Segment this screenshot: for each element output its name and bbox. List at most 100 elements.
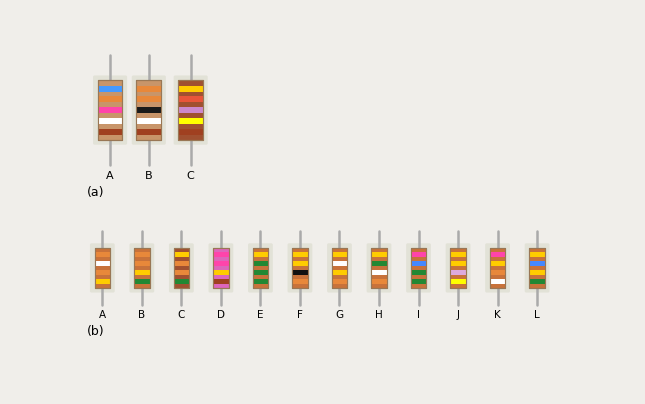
Bar	[95, 248, 110, 288]
Bar	[450, 252, 466, 257]
Bar	[450, 248, 466, 288]
Bar	[137, 80, 161, 140]
Bar	[411, 279, 426, 284]
Bar	[213, 252, 228, 257]
Bar	[134, 270, 150, 275]
Bar	[530, 248, 545, 288]
FancyBboxPatch shape	[90, 243, 115, 292]
FancyBboxPatch shape	[524, 243, 550, 292]
Bar	[213, 261, 228, 266]
Bar	[253, 248, 268, 288]
Bar	[530, 270, 545, 275]
Bar	[134, 261, 150, 266]
Bar	[213, 248, 228, 288]
Bar	[174, 261, 189, 266]
Bar	[372, 270, 387, 275]
Bar	[95, 252, 110, 257]
Bar	[97, 80, 123, 140]
Bar	[450, 279, 466, 284]
Bar	[213, 248, 228, 288]
Bar	[97, 86, 123, 92]
Text: J: J	[457, 310, 459, 320]
Bar	[174, 279, 189, 284]
Bar	[530, 252, 545, 257]
Bar	[332, 261, 347, 266]
Bar	[95, 261, 110, 266]
Text: G: G	[335, 310, 344, 320]
FancyBboxPatch shape	[174, 76, 208, 145]
Text: (a): (a)	[87, 186, 104, 199]
Bar	[332, 248, 347, 288]
Bar	[372, 252, 387, 257]
Bar	[97, 80, 123, 140]
Bar	[450, 270, 466, 275]
Bar	[530, 248, 545, 288]
Bar	[253, 270, 268, 275]
Text: B: B	[145, 171, 153, 181]
Bar	[372, 261, 387, 266]
FancyBboxPatch shape	[485, 243, 510, 292]
Bar	[372, 248, 387, 288]
Bar	[411, 248, 426, 288]
Bar	[253, 248, 268, 288]
Bar	[490, 248, 505, 288]
Bar	[178, 80, 203, 140]
Text: C: C	[177, 310, 185, 320]
Bar	[292, 279, 308, 284]
Bar	[411, 252, 426, 257]
Bar	[95, 279, 110, 284]
FancyBboxPatch shape	[446, 243, 470, 292]
Bar	[97, 107, 123, 114]
Bar	[292, 261, 308, 266]
Bar	[490, 279, 505, 284]
Bar	[411, 248, 426, 288]
Text: I: I	[417, 310, 420, 320]
Bar	[137, 97, 161, 103]
Bar	[178, 107, 203, 114]
Bar	[253, 252, 268, 257]
Bar	[450, 248, 466, 288]
Bar	[134, 248, 150, 288]
Bar	[137, 107, 161, 114]
Bar	[450, 261, 466, 266]
Bar	[134, 279, 150, 284]
FancyBboxPatch shape	[208, 243, 233, 292]
Bar	[134, 252, 150, 257]
Bar	[137, 129, 161, 135]
Bar	[411, 261, 426, 266]
Text: A: A	[106, 171, 114, 181]
FancyBboxPatch shape	[93, 76, 127, 145]
Bar	[490, 252, 505, 257]
Text: H: H	[375, 310, 383, 320]
Bar	[253, 279, 268, 284]
Bar	[490, 248, 505, 288]
Text: E: E	[257, 310, 264, 320]
Bar	[174, 248, 189, 288]
FancyBboxPatch shape	[288, 243, 312, 292]
Bar	[530, 261, 545, 266]
Bar	[213, 279, 228, 284]
Bar	[174, 252, 189, 257]
Text: D: D	[217, 310, 225, 320]
Bar	[178, 97, 203, 103]
Bar	[490, 270, 505, 275]
Bar	[530, 279, 545, 284]
Bar	[137, 86, 161, 92]
Bar	[332, 252, 347, 257]
Text: K: K	[494, 310, 501, 320]
Bar	[174, 270, 189, 275]
Text: L: L	[534, 310, 540, 320]
Bar	[411, 270, 426, 275]
Bar	[97, 118, 123, 124]
Bar	[137, 80, 161, 140]
Bar	[134, 248, 150, 288]
FancyBboxPatch shape	[169, 243, 194, 292]
Bar	[178, 86, 203, 92]
FancyBboxPatch shape	[132, 76, 166, 145]
Bar	[292, 248, 308, 288]
Bar	[178, 80, 203, 140]
FancyBboxPatch shape	[248, 243, 273, 292]
Bar	[178, 118, 203, 124]
Bar	[292, 252, 308, 257]
Bar	[95, 270, 110, 275]
